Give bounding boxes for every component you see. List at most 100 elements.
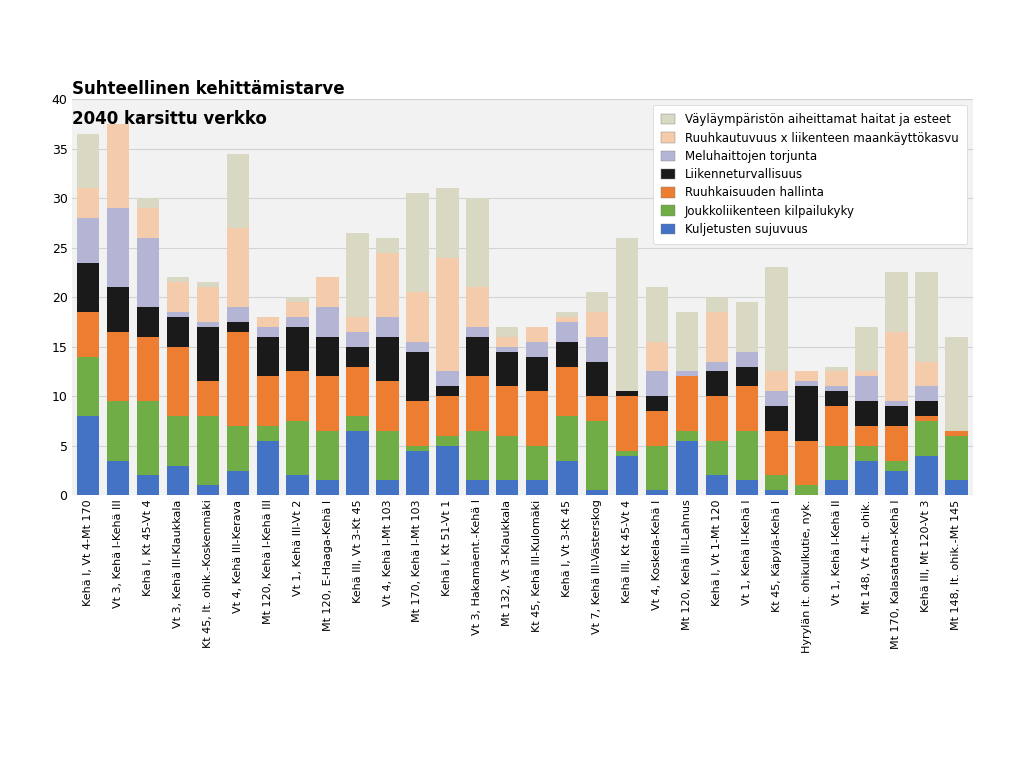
Bar <box>316 481 339 495</box>
Bar <box>287 421 309 475</box>
Bar <box>735 303 758 352</box>
Bar <box>915 386 938 402</box>
Bar <box>945 431 968 436</box>
Bar <box>646 372 669 396</box>
Bar <box>735 367 758 386</box>
Bar <box>825 386 848 392</box>
Bar <box>257 426 279 440</box>
Bar <box>526 327 549 342</box>
Bar <box>646 341 669 372</box>
Bar <box>106 208 129 287</box>
Bar <box>466 431 488 481</box>
Bar <box>915 416 938 421</box>
Bar <box>346 416 369 431</box>
Bar <box>676 440 698 495</box>
Bar <box>496 481 518 495</box>
Bar <box>257 440 279 495</box>
Bar <box>436 436 459 446</box>
Bar <box>376 481 398 495</box>
Bar <box>466 327 488 337</box>
Bar <box>77 188 99 218</box>
Bar <box>346 233 369 317</box>
Bar <box>915 456 938 495</box>
Bar <box>77 263 99 312</box>
Bar <box>106 332 129 402</box>
Bar <box>646 287 669 342</box>
Bar <box>257 327 279 337</box>
Bar <box>287 372 309 421</box>
Bar <box>526 481 549 495</box>
Bar <box>615 238 638 392</box>
Bar <box>496 337 518 347</box>
Bar <box>287 297 309 303</box>
Bar <box>586 421 608 491</box>
Bar <box>885 332 907 402</box>
Bar <box>825 406 848 446</box>
Bar <box>466 481 488 495</box>
Bar <box>197 327 219 382</box>
Bar <box>855 376 878 402</box>
Bar <box>735 481 758 495</box>
Bar <box>825 367 848 372</box>
Bar <box>855 460 878 495</box>
Bar <box>167 317 189 347</box>
Bar <box>615 456 638 495</box>
Bar <box>346 431 369 495</box>
Bar <box>287 317 309 327</box>
Bar <box>526 342 549 357</box>
Bar <box>316 337 339 376</box>
Bar <box>526 446 549 481</box>
Bar <box>676 372 698 376</box>
Bar <box>226 322 249 332</box>
Bar <box>316 277 339 307</box>
Bar <box>855 327 878 372</box>
Bar <box>586 396 608 421</box>
Bar <box>376 382 398 431</box>
Bar <box>676 431 698 440</box>
Bar <box>766 267 787 372</box>
Bar <box>825 392 848 406</box>
Bar <box>137 337 160 402</box>
Bar <box>197 322 219 327</box>
Bar <box>706 312 728 362</box>
Bar <box>556 460 579 495</box>
Bar <box>796 485 818 495</box>
Bar <box>316 307 339 337</box>
Bar <box>796 440 818 485</box>
Bar <box>556 322 579 342</box>
Bar <box>945 436 968 481</box>
Bar <box>257 317 279 327</box>
Bar <box>885 460 907 471</box>
Bar <box>407 341 429 352</box>
Bar <box>436 372 459 386</box>
Bar <box>137 401 160 475</box>
Bar <box>167 416 189 466</box>
Bar <box>586 312 608 337</box>
Bar <box>915 402 938 416</box>
Bar <box>915 362 938 386</box>
Bar <box>706 475 728 495</box>
Bar <box>346 317 369 332</box>
Bar <box>766 392 787 406</box>
Bar <box>316 431 339 481</box>
Bar <box>376 337 398 382</box>
Bar <box>796 372 818 382</box>
Bar <box>825 446 848 481</box>
Bar <box>226 332 249 426</box>
Bar <box>796 382 818 386</box>
Bar <box>526 357 549 392</box>
Bar <box>556 416 579 460</box>
Bar <box>615 396 638 451</box>
Bar <box>885 402 907 406</box>
Bar <box>77 416 99 495</box>
Bar <box>586 362 608 396</box>
Bar <box>615 451 638 456</box>
Bar <box>436 396 459 436</box>
Bar <box>167 277 189 283</box>
Bar <box>106 402 129 460</box>
Bar <box>885 426 907 460</box>
Bar <box>226 471 249 495</box>
Legend: Väyläympäristön aiheittamat haitat ja esteet, Ruuhkautuvuus x liikenteen maankäy: Väyläympäristön aiheittamat haitat ja es… <box>653 105 967 245</box>
Bar <box>646 396 669 411</box>
Bar <box>197 416 219 485</box>
